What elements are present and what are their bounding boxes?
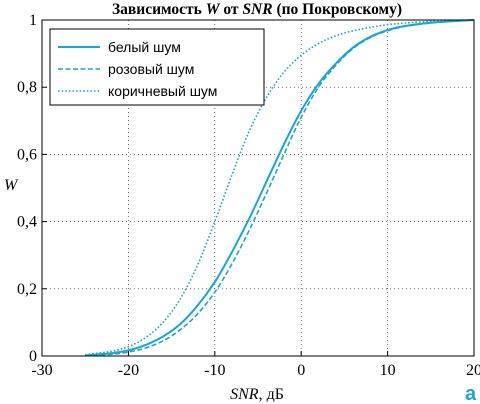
x-axis: -30 -20 -10 0 10 20 bbox=[31, 351, 480, 379]
panel-letter: а bbox=[465, 383, 477, 404]
x-tick-label: -20 bbox=[118, 362, 139, 379]
legend-label: белый шум bbox=[108, 39, 181, 55]
curves bbox=[85, 19, 475, 357]
y-axis-label: W bbox=[4, 177, 19, 194]
y-tick-label: 0,4 bbox=[17, 214, 37, 231]
y-tick-label: 0,8 bbox=[17, 79, 37, 96]
legend: белый шум розовый шум коричневый шум bbox=[49, 28, 265, 106]
series-line bbox=[85, 19, 475, 357]
legend-label: коричневый шум bbox=[108, 83, 217, 99]
y-tick-label: 0 bbox=[29, 348, 37, 365]
x-tick-label: 20 bbox=[466, 362, 480, 379]
x-tick-label: 10 bbox=[380, 362, 396, 379]
y-axis: 0 0,2 0,4 0,6 0,8 1 bbox=[17, 12, 47, 365]
legend-box bbox=[49, 28, 265, 106]
x-axis-label: SNR, дБ bbox=[230, 386, 284, 403]
y-tick-label: 1 bbox=[29, 12, 37, 29]
y-tick-label: 0,2 bbox=[17, 281, 37, 298]
x-tick-label: 0 bbox=[297, 362, 305, 379]
y-tick-label: 0,6 bbox=[17, 146, 37, 163]
x-tick-label: -30 bbox=[31, 362, 52, 379]
legend-label: розовый шум bbox=[108, 61, 194, 77]
plot-frame bbox=[41, 19, 475, 357]
x-tick-label: -10 bbox=[204, 362, 225, 379]
chart-title: Зависимость W от SNR (по Покровскому) bbox=[112, 1, 402, 18]
